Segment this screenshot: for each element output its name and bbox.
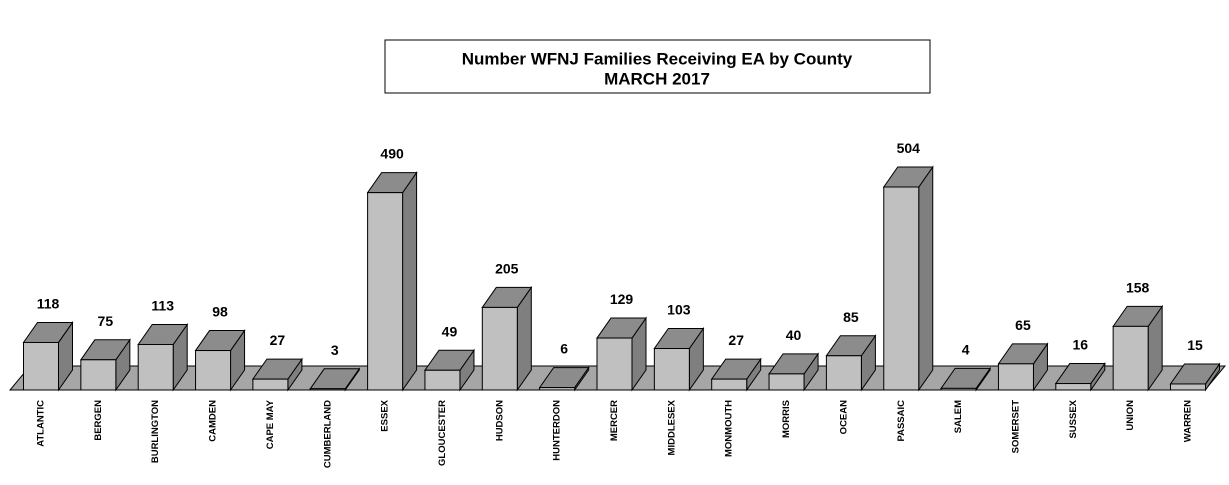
chart-subtitle: MARCH 2017 bbox=[604, 69, 710, 88]
x-tick-label: MIDDLESEX bbox=[666, 399, 677, 455]
bar bbox=[424, 369, 461, 391]
data-label: 40 bbox=[786, 327, 802, 343]
x-tick-label: CAMDEN bbox=[208, 400, 219, 442]
data-label: 490 bbox=[380, 146, 404, 162]
data-label: 27 bbox=[728, 332, 744, 348]
data-label: 4 bbox=[962, 341, 970, 357]
bar bbox=[1112, 325, 1149, 391]
bar-side bbox=[402, 171, 418, 392]
data-label: 85 bbox=[843, 309, 859, 325]
x-tick-label: ESSEX bbox=[380, 399, 391, 431]
data-label: 504 bbox=[897, 140, 921, 156]
bar bbox=[367, 192, 404, 391]
data-label: 98 bbox=[212, 304, 228, 320]
data-label: 205 bbox=[495, 260, 519, 276]
bar bbox=[481, 306, 518, 391]
x-tick-label: BURLINGTON bbox=[150, 400, 161, 463]
data-label: 129 bbox=[610, 291, 634, 307]
x-tick-label: CUMBERLAND bbox=[322, 400, 333, 468]
data-label: 118 bbox=[37, 295, 60, 311]
bar bbox=[825, 355, 862, 391]
bar bbox=[23, 341, 59, 391]
x-tick-label: MORRIS bbox=[781, 400, 792, 438]
data-label: 27 bbox=[270, 332, 286, 348]
x-tick-label: MONMOUTH bbox=[724, 400, 735, 457]
bar bbox=[252, 378, 289, 391]
x-tick-label: CAPE MAY bbox=[265, 399, 276, 449]
data-label: 6 bbox=[560, 341, 568, 357]
x-tick-label: SALEM bbox=[953, 400, 964, 433]
bar bbox=[997, 363, 1034, 391]
x-tick-label: SUSSEX bbox=[1068, 399, 1079, 438]
bar bbox=[1170, 383, 1206, 391]
bar bbox=[539, 387, 576, 391]
x-tick-label: SOMERSET bbox=[1010, 400, 1021, 454]
bar-side bbox=[918, 165, 934, 392]
data-label: 75 bbox=[98, 313, 114, 329]
title-box bbox=[384, 39, 931, 94]
bar bbox=[137, 343, 174, 391]
bar bbox=[309, 388, 346, 391]
bar bbox=[80, 359, 117, 391]
data-label: 103 bbox=[667, 302, 691, 318]
x-tick-label: HUDSON bbox=[494, 400, 505, 441]
x-tick-label: WARREN bbox=[1183, 400, 1194, 442]
x-tick-label: GLOUCESTER bbox=[437, 400, 448, 466]
x-tick-label: BERGEN bbox=[93, 400, 104, 441]
data-label: 16 bbox=[1073, 337, 1089, 353]
bar bbox=[195, 350, 232, 391]
bar bbox=[768, 373, 805, 391]
data-label: 113 bbox=[151, 297, 174, 313]
x-tick-label: ATLANTIC bbox=[36, 400, 47, 447]
x-tick-label: UNION bbox=[1125, 400, 1136, 431]
bar bbox=[596, 337, 633, 391]
x-tick-label: PASSAIC bbox=[896, 400, 907, 442]
x-tick-label: MERCER bbox=[609, 400, 620, 441]
bar bbox=[1055, 383, 1092, 391]
bar bbox=[940, 387, 977, 391]
bar bbox=[653, 348, 690, 391]
data-label: 15 bbox=[1187, 337, 1203, 353]
data-label: 65 bbox=[1015, 317, 1031, 333]
bar bbox=[883, 186, 920, 391]
bar bbox=[711, 378, 748, 391]
x-tick-label: OCEAN bbox=[838, 400, 849, 434]
chart-title: Number WFNJ Families Receiving EA by Cou… bbox=[462, 49, 853, 68]
x-tick-label: HUNTERDON bbox=[552, 400, 563, 461]
data-label: 158 bbox=[1126, 279, 1150, 295]
data-label: 49 bbox=[442, 323, 458, 339]
data-label: 3 bbox=[331, 342, 339, 358]
